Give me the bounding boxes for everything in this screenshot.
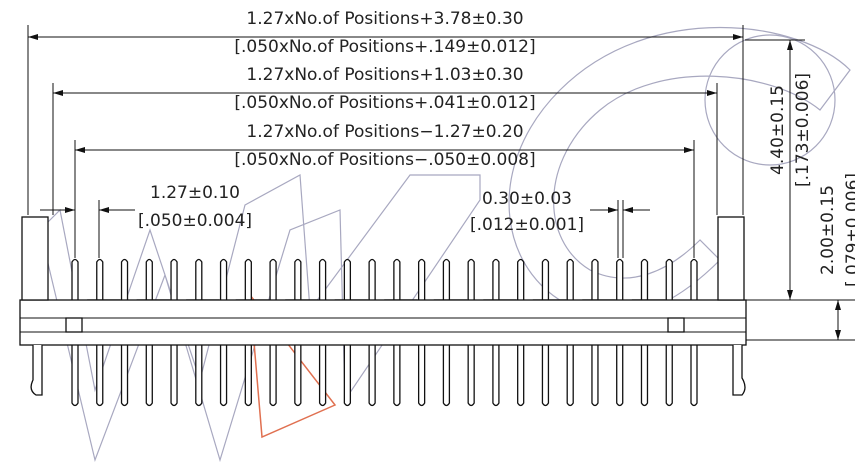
pin bbox=[665, 258, 673, 300]
pin bbox=[517, 345, 525, 407]
pin bbox=[170, 345, 178, 407]
pin bbox=[492, 258, 500, 300]
pin bbox=[541, 345, 550, 407]
pin bbox=[318, 345, 327, 407]
pin bbox=[96, 258, 104, 300]
connector-body bbox=[19, 216, 747, 396]
pitch-metric: 1.27±0.10 bbox=[150, 183, 240, 203]
pin bbox=[195, 345, 203, 407]
overall-metric: 1.27xNo.of Positions+3.78±0.30 bbox=[246, 9, 523, 29]
pin bbox=[393, 258, 401, 300]
pin bbox=[467, 345, 475, 407]
pin bbox=[541, 258, 550, 300]
pin bbox=[492, 345, 500, 407]
body-height-metric: 2.00±0.15 bbox=[818, 185, 838, 275]
housing-inch: [.050xNo.of Positions+.041±0.012] bbox=[234, 93, 535, 113]
pin bbox=[368, 345, 376, 407]
pin bbox=[417, 345, 426, 407]
pin bbox=[616, 258, 624, 300]
pin-span-inch: [.050xNo.of Positions−.050±0.008] bbox=[234, 150, 535, 170]
pin bbox=[294, 258, 302, 300]
pin bbox=[318, 258, 327, 300]
pin bbox=[566, 258, 574, 300]
pin bbox=[269, 258, 277, 300]
pin bbox=[417, 258, 426, 300]
pin bbox=[690, 345, 698, 407]
pin bbox=[219, 345, 228, 407]
pin bbox=[616, 345, 624, 407]
pin bbox=[244, 258, 252, 300]
body-height-inch: [.079±0.006] bbox=[843, 173, 855, 287]
pin bbox=[591, 258, 599, 300]
pin bbox=[640, 345, 649, 407]
watermark bbox=[39, 27, 851, 463]
pin bbox=[690, 258, 698, 300]
pin bbox=[393, 345, 401, 407]
pin bbox=[467, 258, 475, 300]
overall-inch: [.050xNo.of Positions+.149±0.012] bbox=[234, 37, 535, 57]
pin bbox=[269, 345, 277, 407]
pin bbox=[145, 345, 153, 407]
pin bbox=[343, 345, 352, 407]
height-inch: [.173±0.006] bbox=[793, 73, 813, 187]
pin bbox=[566, 345, 574, 407]
pin bbox=[640, 258, 649, 300]
pin bbox=[343, 258, 352, 300]
pin bbox=[442, 258, 451, 300]
pin bbox=[120, 258, 129, 300]
pin bbox=[368, 258, 376, 300]
pin-width-metric: 0.30±0.03 bbox=[482, 189, 572, 209]
pin bbox=[442, 345, 451, 407]
pin bbox=[145, 258, 153, 300]
pin bbox=[244, 345, 252, 407]
pin bbox=[170, 258, 178, 300]
pin bbox=[96, 345, 104, 407]
pin bbox=[195, 258, 203, 300]
height-metric: 4.40±0.15 bbox=[768, 85, 788, 175]
pin bbox=[71, 345, 79, 407]
pin-width-inch: [.012±0.001] bbox=[470, 215, 584, 235]
pin bbox=[219, 258, 228, 300]
pin bbox=[71, 258, 79, 300]
pin bbox=[517, 258, 525, 300]
pin bbox=[665, 345, 673, 407]
housing-metric: 1.27xNo.of Positions+1.03±0.30 bbox=[246, 65, 523, 85]
pin bbox=[294, 345, 302, 407]
pin bbox=[120, 345, 129, 407]
dimension-lines bbox=[27, 25, 855, 341]
pin bbox=[591, 345, 599, 407]
pin-span-metric: 1.27xNo.of Positions−1.27±0.20 bbox=[246, 122, 523, 142]
pitch-inch: [.050±0.004] bbox=[138, 211, 252, 231]
